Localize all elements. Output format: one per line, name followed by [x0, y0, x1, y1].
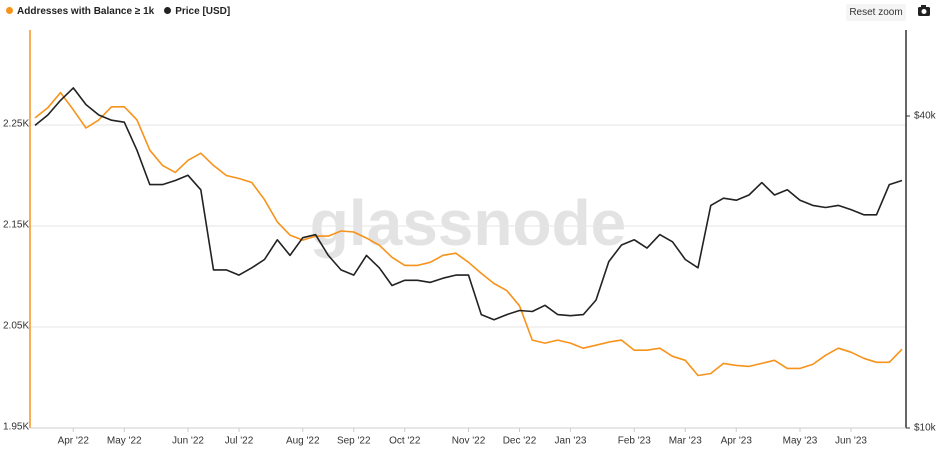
legend-label: Price [USD] [175, 6, 231, 17]
x-tick-label: Jun '23 [835, 436, 867, 447]
y-tick-label: 2.05K [3, 321, 29, 332]
reset-zoom-button[interactable]: Reset zoom [846, 4, 906, 21]
x-tick-label: Aug '22 [286, 436, 320, 447]
x-tick-label: Apr '23 [721, 436, 753, 447]
x-tick-label: Mar '23 [669, 436, 702, 447]
camera-icon[interactable] [918, 5, 930, 16]
y-tick-label: 1.95K [3, 422, 29, 433]
legend-label: Addresses with Balance ≥ 1k [17, 6, 155, 17]
y-tick-label: 2.25K [3, 119, 29, 130]
x-tick-label: Feb '23 [618, 436, 651, 447]
legend-marker [164, 7, 172, 14]
x-tick-label: May '22 [107, 436, 142, 447]
x-tick-label: Oct '22 [389, 436, 421, 447]
x-tick-label: Jun '22 [172, 436, 204, 447]
watermark: glassnode [310, 187, 627, 259]
line-series [34, 91, 903, 377]
x-tick-label: Apr '22 [58, 436, 90, 447]
y2-tick-label: $10k [914, 423, 937, 434]
x-tick-label: Jan '23 [555, 436, 587, 447]
y2-tick-label: $40k [914, 111, 937, 122]
y-tick-label: 2.15K [3, 220, 29, 231]
x-tick-label: Jul '22 [225, 436, 254, 447]
legend: Addresses with Balance ≥ 1k Price [USD] [6, 6, 230, 17]
legend-item[interactable]: Addresses with Balance ≥ 1k [6, 6, 154, 17]
x-tick-label: Dec '22 [503, 436, 537, 447]
x-tick-label: Nov '22 [452, 436, 486, 447]
line-series [34, 87, 903, 321]
legend-item[interactable]: Price [USD] [164, 6, 230, 17]
x-tick-label: May '23 [783, 436, 818, 447]
x-tick-label: Sep '22 [337, 436, 371, 447]
legend-marker [6, 7, 13, 14]
